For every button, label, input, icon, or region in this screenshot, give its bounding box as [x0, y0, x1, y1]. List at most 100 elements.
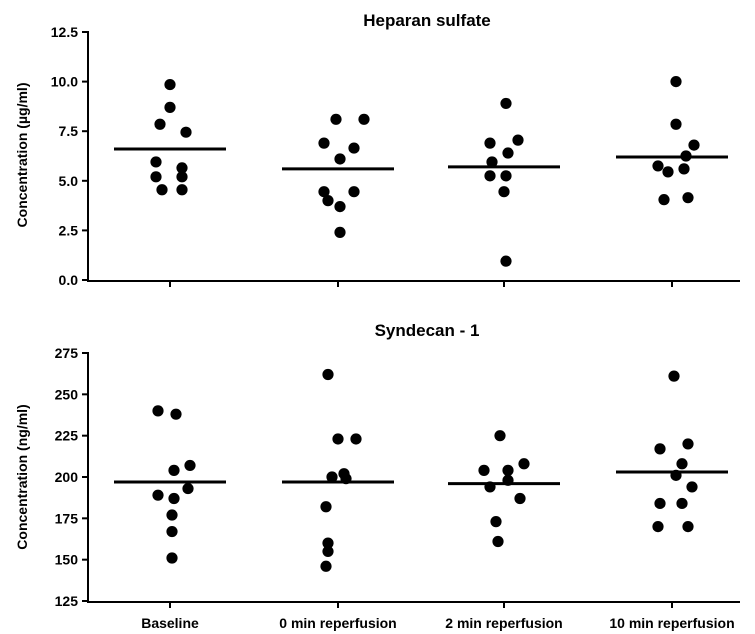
data-points: [152, 368, 698, 572]
data-point: [348, 142, 360, 154]
data-point: [334, 226, 346, 238]
data-point: [486, 156, 498, 168]
mean-lines: [114, 470, 728, 486]
data-point: [494, 430, 506, 442]
data-point: [676, 497, 688, 510]
data-point: [484, 170, 496, 182]
data-point: [686, 481, 698, 493]
data-point: [332, 433, 344, 445]
y-tick-labels: 125 150 175 200 225 250 275: [55, 345, 79, 609]
data-point: [514, 492, 526, 505]
data-point: [154, 118, 166, 130]
data-point: [150, 156, 162, 168]
data-point: [318, 137, 330, 149]
data-point: [478, 464, 490, 476]
data-point: [658, 194, 670, 206]
data-points: [150, 76, 700, 267]
data-point: [500, 170, 512, 182]
data-point: [682, 521, 694, 533]
data-point: [670, 76, 682, 88]
y-tick-labels: 0.0 2.5 5.0 7.5 10.0 12.5: [51, 24, 78, 288]
data-point: [678, 163, 690, 175]
data-point: [322, 545, 334, 558]
data-point: [498, 186, 510, 198]
data-point: [334, 200, 346, 213]
data-point: [348, 186, 360, 198]
data-point: [166, 552, 178, 564]
data-point: [512, 134, 524, 146]
data-point: [500, 255, 512, 267]
data-point: [152, 405, 164, 417]
data-point: [340, 473, 352, 485]
data-point: [330, 113, 342, 125]
data-point: [326, 471, 338, 483]
data-point: [164, 101, 176, 113]
data-point: [150, 171, 162, 183]
axes: [82, 31, 740, 287]
axes: [82, 352, 740, 608]
data-point: [654, 443, 666, 455]
data-point: [680, 150, 692, 162]
heparan-sulfate-panel: Heparan sulfate Concentration (µg/ml) 0.…: [14, 11, 740, 288]
data-point: [322, 368, 334, 381]
data-point: [676, 458, 688, 470]
y-tick-label: 12.5: [51, 24, 78, 40]
y-tick-label: 200: [55, 469, 79, 485]
mean-lines: [114, 147, 728, 171]
data-point: [358, 113, 370, 125]
data-point: [166, 509, 178, 521]
y-tick-label: 10.0: [51, 74, 78, 90]
data-point: [670, 469, 682, 481]
data-point: [492, 535, 504, 548]
data-point: [334, 153, 346, 165]
data-point: [500, 97, 512, 110]
data-point: [668, 370, 680, 382]
y-tick-label: 250: [55, 386, 79, 402]
data-point: [502, 464, 514, 476]
data-point: [322, 537, 334, 549]
y-tick-label: 125: [55, 593, 79, 609]
syndecan-1-panel: Syndecan - 1 Concentration (ng/ml) 125 15…: [14, 321, 740, 631]
data-point: [166, 525, 178, 538]
data-point: [320, 501, 332, 513]
data-point: [168, 492, 180, 505]
data-point: [662, 166, 674, 178]
y-tick-label: 7.5: [59, 123, 79, 139]
data-point: [484, 137, 496, 149]
x-tick-label: 0 min reperfusion: [279, 615, 396, 631]
data-point: [484, 481, 496, 493]
x-tick-label: 2 min reperfusion: [445, 615, 562, 631]
y-tick-label: 5.0: [59, 173, 79, 189]
y-tick-label: 225: [55, 428, 79, 444]
y-tick-label: 150: [55, 552, 79, 568]
y-axis-label: Concentration (µg/ml): [14, 83, 30, 228]
data-point: [350, 433, 362, 445]
data-point: [502, 474, 514, 486]
data-point: [176, 162, 188, 174]
y-tick-label: 0.0: [59, 272, 79, 288]
data-point: [184, 459, 196, 472]
x-tick-label: Baseline: [141, 615, 199, 631]
data-point: [320, 560, 332, 572]
data-point: [490, 516, 502, 528]
data-point: [176, 171, 188, 183]
data-point: [322, 195, 334, 207]
data-point: [652, 160, 664, 172]
panel-title: Heparan sulfate: [363, 11, 491, 30]
data-point: [180, 126, 192, 138]
y-axis-label: Concentration (ng/ml): [14, 404, 30, 549]
data-point: [688, 139, 700, 151]
data-point: [670, 118, 682, 130]
data-point: [152, 489, 164, 501]
data-point: [164, 78, 176, 91]
y-tick-label: 275: [55, 345, 79, 361]
data-point: [182, 482, 194, 495]
data-point: [170, 408, 182, 420]
data-point: [654, 497, 666, 510]
y-tick-label: 175: [55, 510, 79, 526]
data-point: [652, 521, 664, 533]
x-tick-label: 10 min reperfusion: [609, 615, 734, 631]
data-point: [176, 184, 188, 196]
data-point: [682, 192, 694, 204]
